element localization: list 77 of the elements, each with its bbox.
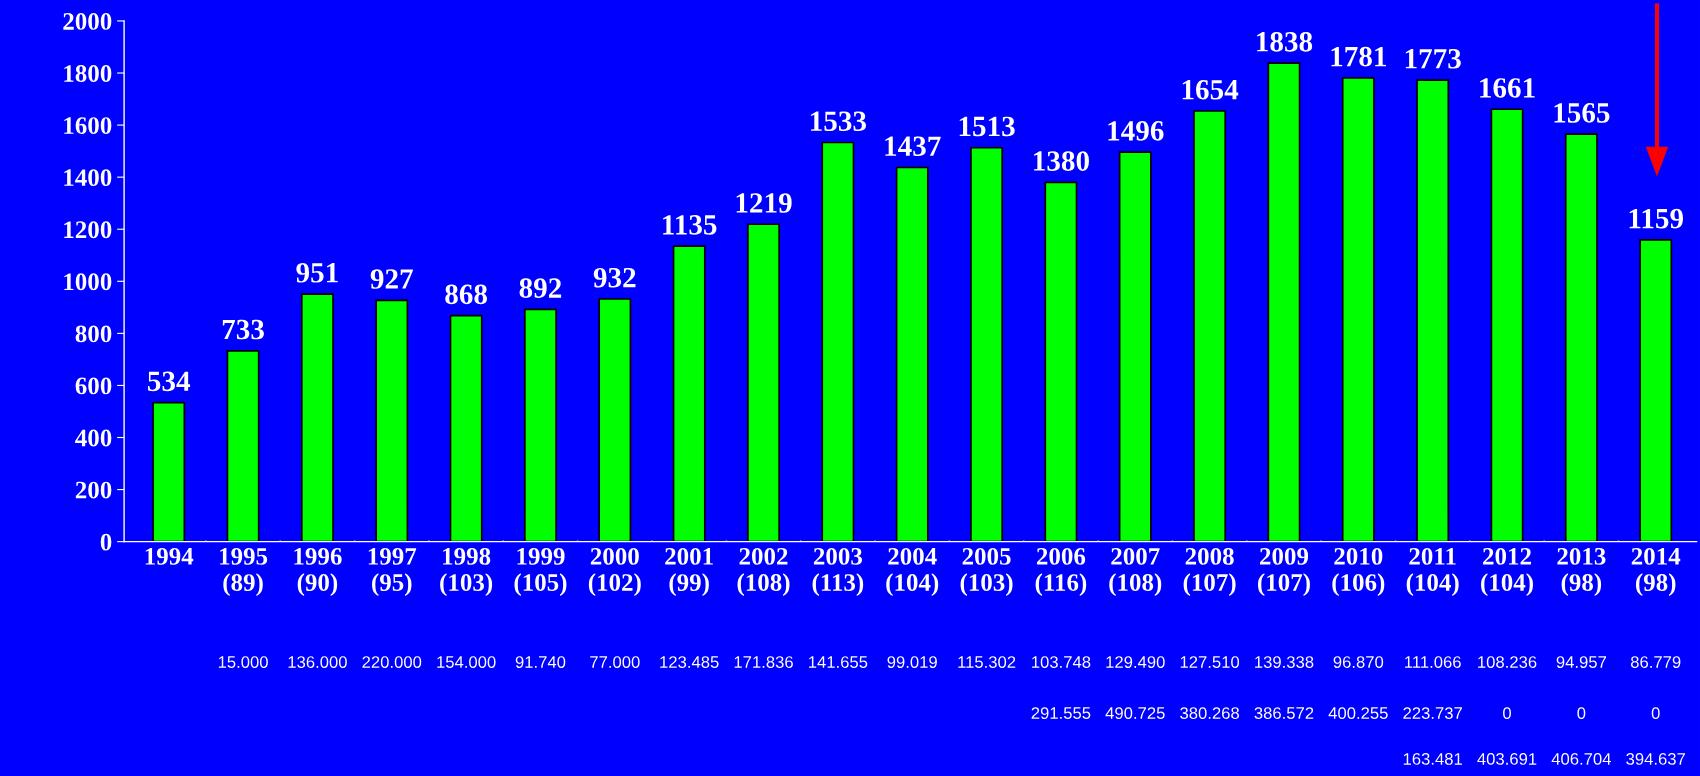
x-tick-label: 2011 (104) bbox=[1406, 547, 1459, 597]
data-label: 1380 bbox=[1034, 151, 1089, 171]
bar bbox=[1267, 62, 1301, 542]
data-label: 1781 bbox=[1331, 46, 1386, 67]
bar bbox=[1118, 151, 1152, 542]
y-tick-label: 200 bbox=[75, 481, 112, 499]
x-tick-label: 2010 (106) bbox=[1332, 547, 1385, 597]
bar bbox=[1564, 133, 1598, 542]
x-tick-label: 2007 (108) bbox=[1109, 547, 1162, 597]
x-tick-label: 1996 (90) bbox=[294, 548, 342, 597]
x-tick-label: 2006 (116) bbox=[1035, 547, 1087, 597]
data-label: 534 bbox=[148, 371, 191, 392]
bar bbox=[821, 141, 855, 542]
bar bbox=[895, 166, 929, 542]
x-tick-label: 2003 (113) bbox=[812, 547, 864, 597]
x-tick-label: 2002 (108) bbox=[737, 547, 790, 597]
bar bbox=[152, 401, 186, 542]
bar bbox=[1044, 181, 1078, 542]
x-tick-label: 1997 (95) bbox=[368, 548, 417, 597]
bar bbox=[1490, 108, 1524, 542]
y-tick-label: 1400 bbox=[64, 169, 112, 187]
x-tick-label: 2008 (107) bbox=[1183, 547, 1236, 597]
data-label: 1661 bbox=[1480, 78, 1535, 98]
data-label: 733 bbox=[222, 319, 264, 340]
y-tick-label: 1000 bbox=[64, 273, 112, 291]
data-label: 951 bbox=[296, 262, 338, 283]
y-tick-label: 600 bbox=[75, 377, 112, 395]
x-tick-label: 2001 (99) bbox=[665, 547, 713, 597]
bar bbox=[747, 223, 780, 542]
data-label: 1565 bbox=[1554, 103, 1610, 123]
bar bbox=[598, 298, 632, 542]
y-tick-label: 1800 bbox=[64, 65, 112, 82]
data-label: 1135 bbox=[663, 215, 717, 235]
data-label: 1496 bbox=[1108, 121, 1164, 141]
data-label: 1773 bbox=[1405, 48, 1461, 69]
x-tick-label: 1998 (103) bbox=[440, 547, 493, 597]
x-tick-label: 2004 (104) bbox=[886, 547, 939, 597]
bar bbox=[300, 293, 334, 542]
data-label: 1437 bbox=[885, 136, 941, 157]
x-tick-label: 2009 (107) bbox=[1257, 547, 1310, 597]
data-label: 1654 bbox=[1182, 79, 1239, 100]
data-label: 1159 bbox=[1629, 208, 1684, 229]
data-label: 927 bbox=[370, 269, 413, 289]
y-tick-label: 800 bbox=[75, 325, 112, 343]
y-tick-label: 1600 bbox=[64, 117, 112, 135]
data-label: 1219 bbox=[736, 193, 792, 213]
bar bbox=[375, 299, 409, 542]
y-tick-label: 2000 bbox=[63, 13, 112, 30]
y-tick-label: 1200 bbox=[64, 221, 112, 239]
bar bbox=[1193, 110, 1227, 542]
bar bbox=[970, 146, 1004, 542]
x-tick-label: 1995 (89) bbox=[220, 548, 268, 597]
bar bbox=[1639, 239, 1673, 542]
bar bbox=[449, 314, 483, 542]
x-tick-label: 2013 (98) bbox=[1557, 547, 1606, 597]
bar bbox=[1341, 77, 1375, 542]
x-tick-label: 1994 bbox=[145, 548, 194, 565]
data-label: 1533 bbox=[811, 111, 867, 132]
data-label: 892 bbox=[519, 278, 562, 298]
x-tick-label: 2014 (98) bbox=[1631, 547, 1681, 597]
bar bbox=[1416, 79, 1450, 542]
text: 15.000 136.000 220.000 154.000 91.740 77.000 123.485 171.836 141.655 99.019 115.302 103.748 129.490 127.510 139.338 96.870 111.066 108.236 94.957 86.779 bbox=[218, 656, 1681, 668]
x-tick-label: 2005 (103) bbox=[960, 547, 1013, 597]
bar bbox=[672, 245, 706, 542]
data-label: 1838 bbox=[1257, 31, 1313, 52]
x-tick-label: 1999 (105) bbox=[514, 548, 567, 597]
y-tick-label: 400 bbox=[75, 429, 112, 447]
text: 291.555 490.725 380.268 386.572 400.255 223.737 0 0 0 bbox=[1031, 707, 1660, 719]
x-tick-label: 2012 (104) bbox=[1481, 547, 1533, 597]
bar bbox=[524, 308, 557, 542]
data-label: 1513 bbox=[959, 116, 1015, 137]
text: 163.481 403.691 406.704 394.637 bbox=[1403, 753, 1685, 765]
x-tick-label: 2000 (102) bbox=[588, 547, 641, 597]
data-label: 868 bbox=[445, 284, 488, 305]
y-tick-label: 0 bbox=[100, 533, 112, 551]
bar bbox=[226, 349, 260, 542]
data-label: 932 bbox=[593, 267, 636, 288]
